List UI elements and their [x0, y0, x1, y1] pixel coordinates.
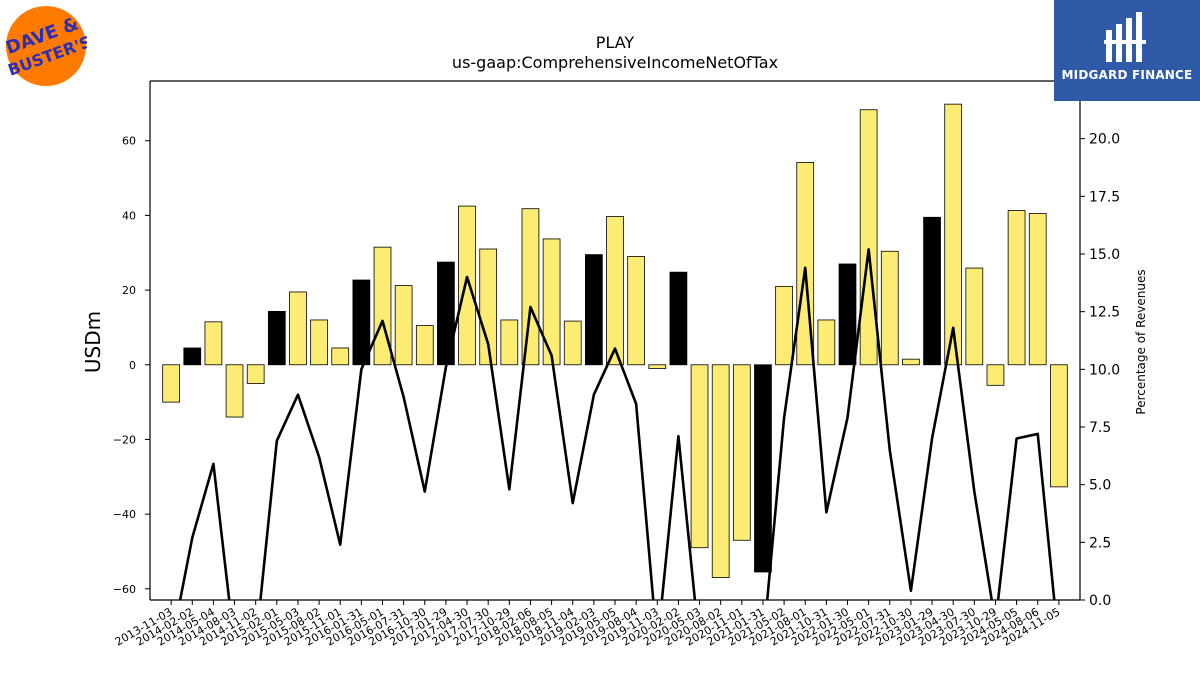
- bar: [479, 248, 498, 366]
- dave-and-busters-logo: DAVE & BUSTER'S: [3, 5, 94, 91]
- bar: [542, 238, 561, 366]
- bar: [267, 310, 286, 366]
- y-tick-label: −40: [113, 508, 136, 521]
- y2-tick-label: 12.5: [1089, 305, 1120, 321]
- y2-tick-label: 7.5: [1089, 420, 1111, 436]
- bar: [648, 364, 667, 369]
- y-tick-label: 40: [122, 209, 136, 222]
- y-axis-label: USDm: [81, 311, 105, 373]
- y2-tick-label: 0.0: [1089, 593, 1111, 609]
- bar: [944, 103, 963, 366]
- bar: [754, 364, 772, 573]
- chart-subtitle: us-gaap:ComprehensiveIncomeNetOfTax: [452, 53, 778, 72]
- bar: [1007, 210, 1026, 366]
- bar: [1028, 213, 1047, 366]
- bar: [521, 208, 540, 366]
- bar: [775, 285, 793, 366]
- bar: [458, 205, 476, 366]
- bar: [331, 347, 350, 366]
- midgard-finance-wordmark: MIDGARD FINANCE: [1061, 68, 1193, 82]
- bar: [1050, 364, 1068, 488]
- series-line: [178, 248, 1056, 600]
- bar: [711, 364, 730, 578]
- bar: [669, 271, 688, 366]
- bar: [437, 261, 455, 366]
- bar: [838, 263, 857, 366]
- chart-title: PLAY: [596, 33, 635, 52]
- bar: [225, 364, 244, 418]
- bar: [162, 364, 180, 403]
- midgard-emblem-icon: [1104, 12, 1146, 62]
- bar: [732, 364, 751, 541]
- bar: [500, 319, 519, 366]
- bar: [902, 358, 920, 366]
- y2-tick-label: 5.0: [1089, 478, 1111, 494]
- y2-tick-label: 15.0: [1089, 247, 1120, 263]
- bar: [690, 364, 709, 549]
- bar: [373, 246, 392, 366]
- bar: [415, 325, 434, 366]
- bar: [204, 321, 223, 366]
- bar: [289, 291, 307, 366]
- y2-tick-label: 20.0: [1089, 132, 1120, 148]
- y-tick-label: −60: [113, 583, 136, 596]
- plot-area: −60 −40 −20 0 20 40 60 0.0 2.5 5.0 7.5 10.0 12.5 15.0…: [113, 80, 1120, 649]
- bar: [859, 109, 878, 366]
- y2-tick-label: 10.0: [1089, 362, 1120, 378]
- bar: [627, 256, 645, 366]
- bar: [606, 216, 624, 366]
- midgard-finance-logo: MIDGARD FINANCE: [1054, 0, 1200, 101]
- y-tick-label: 60: [122, 135, 136, 148]
- bar: [880, 250, 899, 366]
- bar: [817, 319, 836, 366]
- bar: [183, 347, 202, 366]
- y-tick-label: 0: [129, 359, 136, 372]
- bar: [394, 285, 413, 366]
- y-tick-label: −20: [113, 433, 136, 446]
- bar: [585, 254, 603, 366]
- y2-tick-label: 17.5: [1089, 189, 1120, 205]
- bar: [563, 320, 582, 366]
- y2-axis-label: Percentage of Revenues: [1134, 269, 1148, 414]
- bar: [246, 364, 265, 384]
- bar: [310, 319, 328, 366]
- y-tick-label: 20: [122, 284, 136, 297]
- bar: [986, 364, 1005, 386]
- bar: [923, 216, 941, 366]
- bar: [965, 267, 984, 366]
- y2-tick-label: 2.5: [1089, 535, 1111, 551]
- bar: [352, 279, 371, 366]
